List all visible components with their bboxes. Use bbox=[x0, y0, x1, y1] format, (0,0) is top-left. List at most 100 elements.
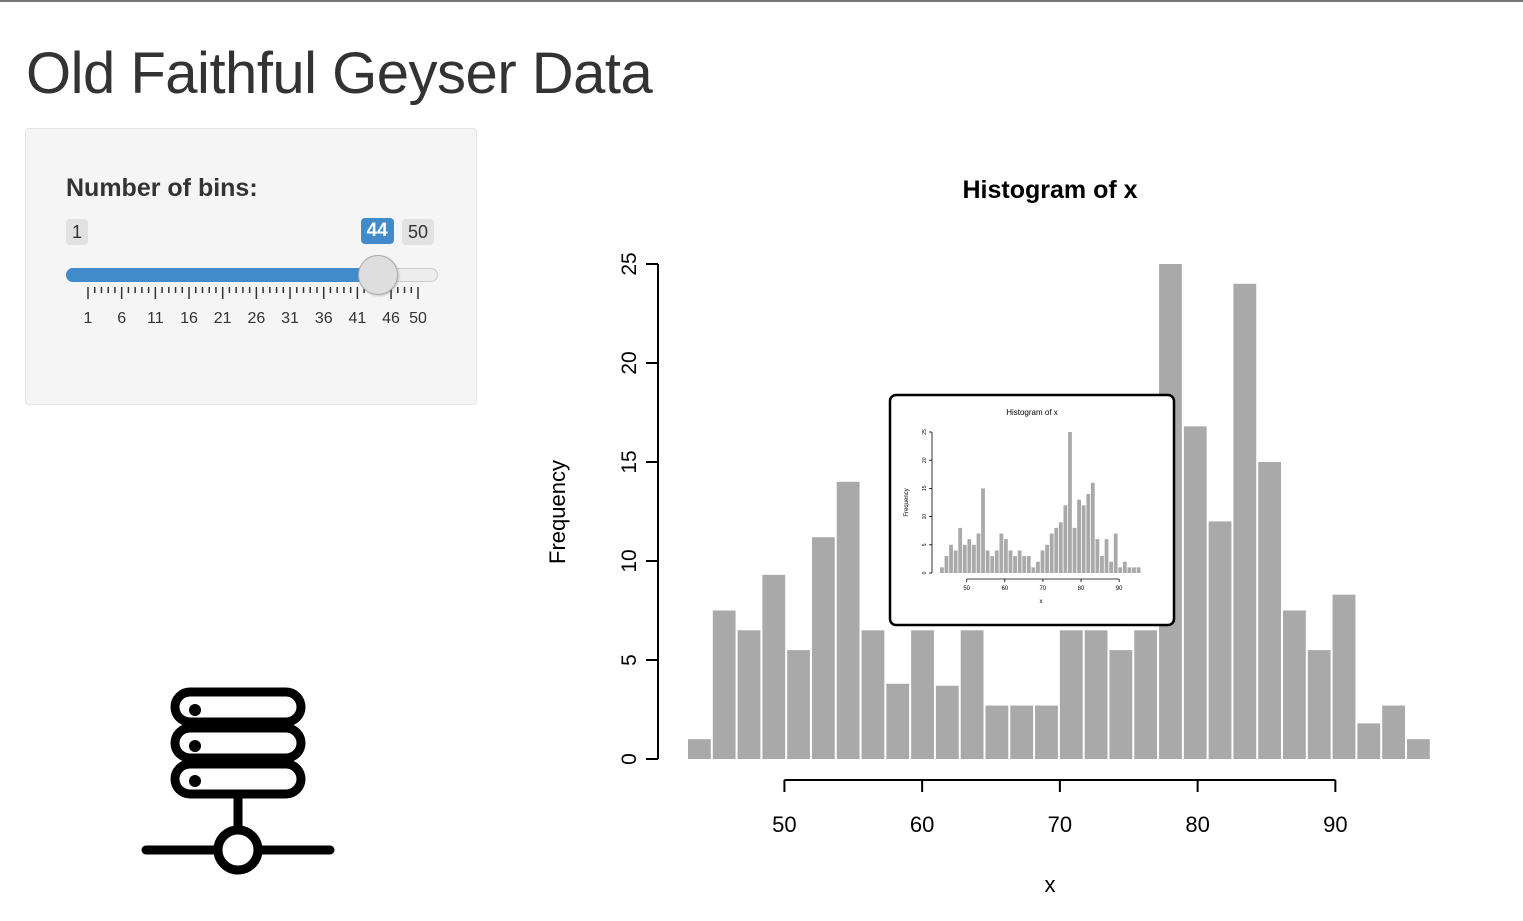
inset-bar bbox=[981, 488, 985, 573]
inset-y-label: Frequency bbox=[904, 488, 910, 516]
inset-bar bbox=[1072, 527, 1077, 573]
slider-tick-label: 16 bbox=[180, 310, 198, 327]
inset-bar bbox=[1127, 567, 1132, 573]
inset-bar bbox=[1081, 505, 1086, 573]
histogram-bar bbox=[836, 481, 860, 759]
inset-bar bbox=[1022, 556, 1027, 573]
y-tick-label: 0 bbox=[618, 753, 641, 765]
sidebar-panel: Number of bins: 1 44 50 1 6 11 16 21 26 31 36 41… bbox=[25, 128, 477, 405]
inset-x-tick-label: 70 bbox=[1040, 586, 1047, 592]
inset-bar bbox=[1109, 561, 1113, 573]
inset-x-tick-label: 50 bbox=[963, 586, 970, 592]
chart-title: Histogram of x bbox=[962, 176, 1137, 204]
histogram-bar bbox=[861, 630, 885, 759]
slider-tick-label: 21 bbox=[214, 310, 232, 327]
histogram-bar bbox=[1307, 650, 1331, 759]
slider-tick-label: 36 bbox=[315, 310, 333, 327]
y-tick-label: 5 bbox=[618, 654, 641, 666]
histogram-bar bbox=[811, 537, 835, 759]
histogram-bar bbox=[935, 685, 959, 759]
histogram-bar bbox=[1109, 650, 1133, 759]
histogram-bar bbox=[1332, 594, 1356, 759]
y-tick-label: 20 bbox=[618, 351, 641, 374]
histogram-bar bbox=[737, 630, 761, 759]
inset-bar bbox=[1100, 556, 1104, 573]
inset-bar bbox=[1040, 550, 1045, 573]
histogram-bar bbox=[1258, 462, 1282, 759]
histogram-bar bbox=[886, 683, 910, 759]
slider-fill bbox=[66, 268, 378, 282]
inset-bar bbox=[1054, 527, 1059, 573]
histogram-bar bbox=[1134, 630, 1158, 759]
histogram-bar bbox=[960, 630, 984, 759]
histogram-bar bbox=[1283, 610, 1306, 759]
histogram-bar bbox=[1183, 426, 1207, 759]
histogram-bar bbox=[985, 705, 1009, 759]
inset-y-tick-label: 20 bbox=[922, 457, 928, 463]
slider-tick-label: 6 bbox=[117, 310, 126, 327]
inset-bar bbox=[1077, 499, 1081, 573]
inset-bar bbox=[976, 533, 981, 573]
inset-bar bbox=[1095, 539, 1100, 573]
inset-bar bbox=[1017, 550, 1022, 573]
inset-bar bbox=[1068, 432, 1072, 573]
inset-x-tick-label: 80 bbox=[1078, 586, 1085, 592]
histogram-bar bbox=[1035, 705, 1058, 759]
y-axis-label: Frequency bbox=[545, 460, 570, 564]
inset-bar bbox=[1031, 567, 1036, 573]
inset-bar bbox=[962, 544, 967, 573]
inset-bar bbox=[972, 544, 976, 573]
x-tick-label: 60 bbox=[910, 812, 934, 837]
histogram-bar bbox=[911, 630, 934, 759]
histogram-bar bbox=[1010, 705, 1034, 759]
x-tick-label: 80 bbox=[1185, 812, 1209, 837]
inset-thumbnail: Histogram of x 0 5 10 15 20 25 Frequency 50 60 70 8… bbox=[888, 393, 1176, 627]
slider-tick-label: 1 bbox=[84, 310, 93, 327]
inset-bar bbox=[1045, 544, 1049, 573]
histogram-bar bbox=[787, 650, 810, 759]
inset-bar bbox=[1049, 533, 1054, 573]
inset-frame bbox=[888, 393, 1176, 627]
inset-bar bbox=[990, 556, 995, 573]
y-tick-label: 10 bbox=[618, 549, 641, 572]
inset-title: Histogram of x bbox=[1006, 408, 1058, 417]
inset-bar bbox=[1013, 556, 1017, 573]
inset-bar bbox=[940, 567, 944, 573]
histogram-bar bbox=[1233, 283, 1257, 759]
slider-tick-label: 31 bbox=[281, 310, 299, 327]
inset-bar bbox=[1008, 550, 1013, 573]
inset-y-tick-label: 0 bbox=[922, 571, 928, 574]
inset-bar bbox=[1113, 533, 1118, 573]
slider-tick-label: 46 bbox=[382, 310, 400, 327]
inset-x-tick-label: 90 bbox=[1116, 586, 1123, 592]
slider-tick-label: 11 bbox=[147, 310, 164, 327]
inset-bar bbox=[994, 550, 999, 573]
slider-tick-label: 41 bbox=[348, 310, 366, 327]
inset-bar bbox=[1036, 561, 1040, 573]
inset-bar bbox=[949, 544, 953, 573]
inset-bar bbox=[1004, 539, 1008, 573]
histogram-bar bbox=[1406, 739, 1430, 759]
histogram-bar bbox=[1382, 705, 1405, 759]
slider-tick-label: 26 bbox=[247, 310, 265, 327]
slider-value-badge: 44 bbox=[360, 218, 394, 244]
inset-x-tick-label: 60 bbox=[1001, 586, 1008, 592]
inset-y-tick-label: 15 bbox=[922, 485, 928, 491]
inset-bar bbox=[967, 539, 972, 573]
histogram-plot: Histogram of x Frequency x 0 5 10 15 20 25 50 6… bbox=[545, 176, 1430, 897]
inset-bar bbox=[1132, 567, 1136, 573]
x-tick-label: 50 bbox=[772, 812, 796, 837]
slider-handle[interactable] bbox=[357, 255, 398, 295]
inset-bar bbox=[1026, 556, 1031, 573]
y-tick-label: 25 bbox=[618, 252, 641, 275]
inset-x-label: x bbox=[1040, 599, 1043, 605]
inset-bar bbox=[1090, 482, 1095, 573]
x-axis-label: x bbox=[1045, 872, 1056, 897]
server-network-icon bbox=[141, 687, 335, 875]
histogram-bar bbox=[688, 739, 711, 759]
x-tick-label: 90 bbox=[1323, 812, 1347, 837]
histogram-bar bbox=[1084, 630, 1108, 759]
inset-bar bbox=[944, 556, 949, 573]
slider-max-badge: 50 bbox=[402, 219, 435, 245]
histogram-bar bbox=[1059, 630, 1083, 759]
